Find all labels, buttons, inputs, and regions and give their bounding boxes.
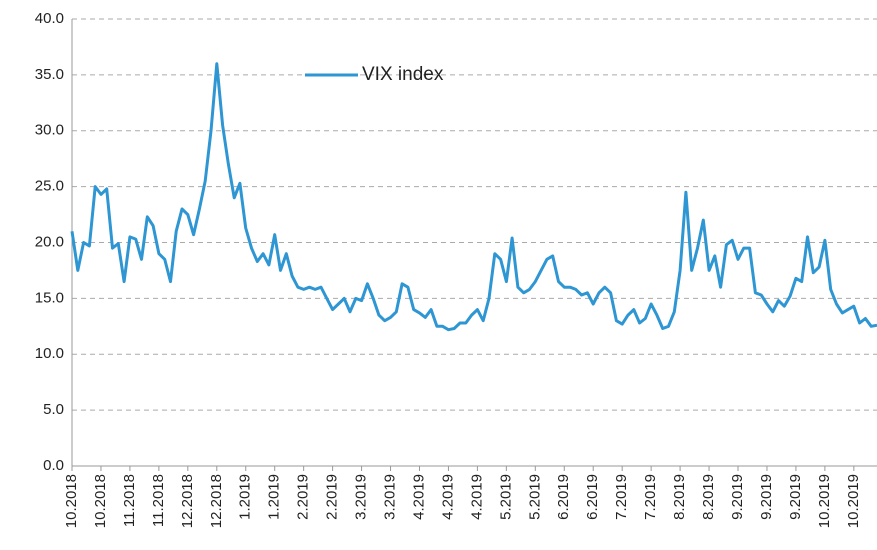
x-tick-label: 3.2019 xyxy=(381,474,398,520)
x-tick-label: 11.2018 xyxy=(150,474,167,527)
x-tick-label: 1.2019 xyxy=(266,474,283,520)
x-tick-label: 9.2019 xyxy=(787,474,804,520)
y-tick-label: 35.0 xyxy=(35,66,64,83)
x-tick-label: 5.2019 xyxy=(526,474,543,520)
x-tick-label: 2.2019 xyxy=(324,474,341,520)
x-tick-label: 10.2019 xyxy=(845,474,862,528)
y-tick-label: 0.0 xyxy=(43,457,64,474)
x-tick-label: 6.2019 xyxy=(584,474,601,520)
x-tick-label: 9.2019 xyxy=(758,474,775,520)
y-tick-label: 5.0 xyxy=(43,401,64,418)
y-tick-label: 40.0 xyxy=(35,10,64,27)
x-tick-label: 4.2019 xyxy=(410,474,427,520)
legend-label: VIX index xyxy=(362,64,444,85)
line-series xyxy=(70,62,877,332)
x-tick-label: 1.2019 xyxy=(237,474,254,520)
x-tick-label: 11.2018 xyxy=(121,474,138,527)
y-tick-label: 15.0 xyxy=(35,289,64,306)
x-tick-label: 10.2019 xyxy=(816,474,833,528)
x-tick-label: 10.2018 xyxy=(92,474,109,528)
x-tick-label: 12.2018 xyxy=(179,474,196,528)
x-tick-label: 7.2019 xyxy=(613,474,630,520)
y-tick-label: 30.0 xyxy=(35,122,64,139)
x-tick-label: 5.2019 xyxy=(497,474,514,520)
x-tick-label: 8.2019 xyxy=(700,474,717,520)
x-tick-label: 4.2019 xyxy=(468,474,485,520)
x-tick-label: 4.2019 xyxy=(439,474,456,520)
x-tick-label: 7.2019 xyxy=(642,474,659,520)
x-tick-label: 6.2019 xyxy=(555,474,572,520)
x-tick-label: 3.2019 xyxy=(353,474,370,520)
x-tick-label: 2.2019 xyxy=(295,474,312,520)
x-tick-label: 8.2019 xyxy=(671,474,688,520)
x-tick-label: 12.2018 xyxy=(208,474,225,528)
x-tick-label: 10.2018 xyxy=(63,474,80,528)
y-tick-label: 20.0 xyxy=(35,233,64,250)
y-tick-label: 25.0 xyxy=(35,178,64,195)
y-tick-label: 10.0 xyxy=(35,345,64,362)
x-tick-label: 9.2019 xyxy=(729,474,746,520)
